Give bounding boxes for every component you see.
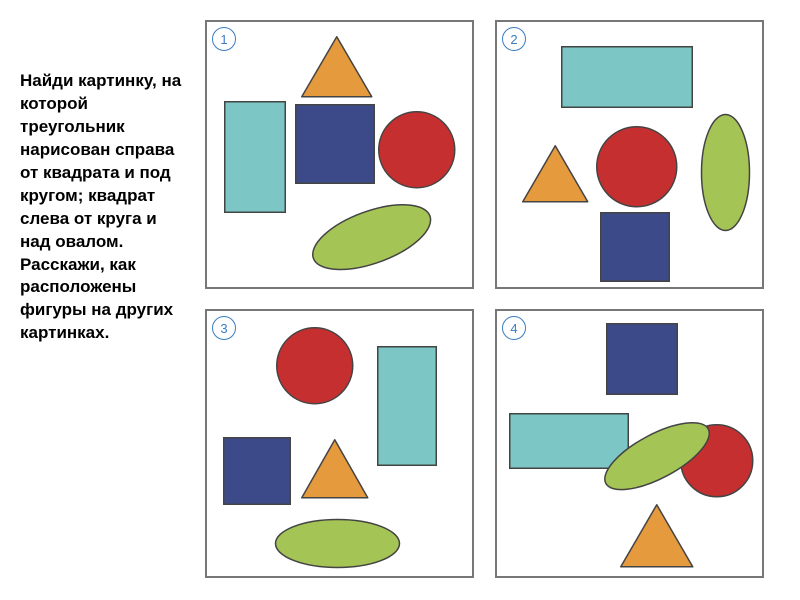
shape-circle — [596, 126, 678, 208]
shape-rect — [561, 46, 693, 108]
shape-triangle — [301, 36, 373, 98]
shape-rect — [223, 437, 291, 505]
panel-badge: 3 — [212, 316, 236, 340]
shape-rect — [224, 101, 286, 213]
instructions-text: Найди картинку, на которой треугольник н… — [20, 70, 190, 345]
panel-badge: 2 — [502, 27, 526, 51]
shape-rect — [295, 104, 375, 184]
panel-badge: 1 — [212, 27, 236, 51]
panel-2: 2 — [495, 20, 764, 289]
panel-badge: 4 — [502, 316, 526, 340]
shape-circle — [378, 111, 456, 189]
panels-grid: 1 2 3 4 — [205, 20, 765, 578]
shape-rect — [606, 323, 678, 395]
shape-triangle — [620, 504, 694, 568]
panel-4: 4 — [495, 309, 764, 578]
shape-triangle — [522, 145, 589, 203]
shape-ellipse — [700, 113, 751, 232]
panel-3: 3 — [205, 309, 474, 578]
shape-rect — [377, 346, 437, 466]
page: Найди картинку, на которой треугольник н… — [0, 0, 800, 600]
shape-ellipse — [274, 518, 401, 569]
shape-rect — [600, 212, 670, 282]
shape-ellipse — [303, 190, 440, 284]
panel-1: 1 — [205, 20, 474, 289]
shape-ellipse — [594, 408, 720, 504]
shape-triangle — [301, 439, 369, 499]
shape-circle — [276, 327, 354, 405]
